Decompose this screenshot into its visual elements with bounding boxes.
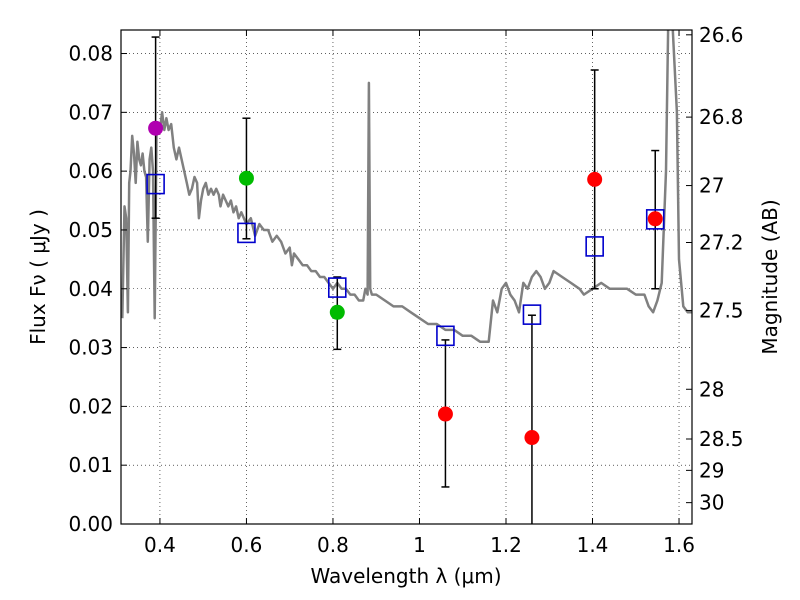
model-square-marker [327, 277, 347, 298]
observed-flux-marker [238, 170, 254, 186]
y-axis-label: Flux Fν ( μJy ) [26, 209, 50, 345]
model-square-marker [585, 236, 604, 257]
sed-template [121, 30, 692, 343]
data-points [146, 120, 665, 446]
y-tick-label: 0.01 [68, 453, 113, 477]
model-square-marker [645, 209, 665, 230]
y-tick-label: 0.07 [68, 100, 113, 124]
x-tick-label: 0.4 [144, 533, 176, 557]
x-tick-label: 1.4 [577, 533, 609, 557]
observed-flux-marker [329, 304, 345, 320]
y2-tick-label: 27 [699, 174, 724, 198]
axis-ticks: 0.4 0.6 0.8 1 1.2 1.4 1.6 0.00 0.01 0.02 0.03 0.04 0… [68, 23, 743, 557]
plot-frame [120, 29, 693, 525]
y-tick-label: 0.06 [68, 159, 113, 183]
x-tick-label: 1.6 [663, 533, 695, 557]
x-tick-label: 0.8 [317, 533, 349, 557]
y-tick-label: 0.04 [68, 277, 113, 301]
model-square-marker [522, 304, 542, 325]
y-tick-label: 0.03 [68, 336, 113, 360]
y-tick-label: 0.08 [68, 42, 113, 66]
sed-template-line [121, 30, 692, 343]
observed-flux-marker [437, 406, 453, 422]
y2-tick-label: 26.8 [699, 105, 744, 129]
y2-tick-label: 30 [699, 491, 724, 515]
y-tick-label: 0.05 [68, 218, 113, 242]
y-tick-label: 0.00 [68, 512, 113, 536]
observed-flux-marker [524, 430, 540, 446]
observed-flux-marker [587, 171, 603, 187]
y-tick-label: 0.02 [68, 394, 113, 418]
x-tick-label: 1 [413, 533, 426, 557]
model-square-marker [146, 173, 165, 195]
y2-tick-label: 29 [699, 458, 724, 482]
y2-tick-label: 27.5 [699, 298, 744, 322]
y2-axis-label: Magnitude (AB) [758, 199, 782, 354]
y2-tick-label: 28 [699, 377, 724, 401]
x-tick-label: 0.6 [231, 533, 263, 557]
model-square-marker [436, 325, 455, 347]
y2-tick-label: 26.6 [699, 23, 744, 47]
observed-flux-marker [647, 211, 663, 227]
y2-tick-label: 27.2 [699, 231, 744, 255]
model-square-marker [237, 222, 256, 244]
x-tick-label: 1.2 [490, 533, 522, 557]
y2-tick-label: 28.5 [699, 427, 744, 451]
x-axis-label: Wavelength λ (μm) [310, 564, 501, 588]
observed-flux-marker [148, 120, 164, 136]
